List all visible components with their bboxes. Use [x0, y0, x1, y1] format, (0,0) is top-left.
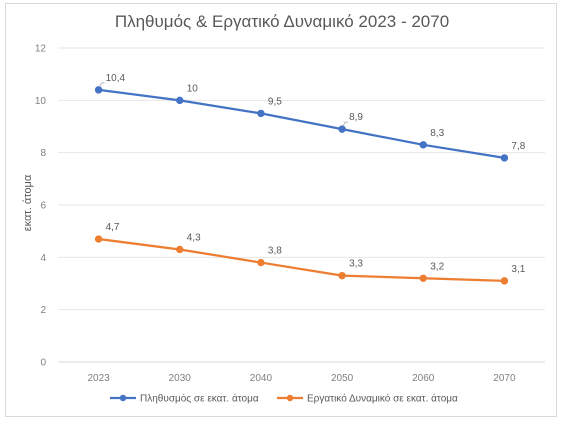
leader-line [99, 82, 105, 88]
x-tick-label: 2070 [493, 373, 516, 384]
chart-frame [5, 3, 557, 417]
y-tick-label: 4 [40, 253, 46, 264]
data-label: 3,8 [268, 246, 282, 257]
y-tick-label: 6 [40, 201, 46, 212]
x-tick-label: 2040 [250, 373, 273, 384]
x-tick-label: 2023 [87, 373, 110, 384]
data-point [94, 86, 103, 94]
data-point [176, 245, 184, 254]
legend-label: Πληθυσμός σε εκατ. άτομα [140, 393, 259, 405]
data-label: 4,3 [187, 232, 201, 243]
data-point [338, 125, 346, 133]
data-label: 7,8 [511, 141, 525, 152]
series-line [97, 88, 506, 160]
data-point [94, 235, 103, 243]
series-line [97, 237, 506, 283]
data-point [500, 154, 509, 162]
y-axis-label: εκατ. άτομα [22, 174, 34, 231]
data-point [257, 258, 265, 267]
legend-label: Εργατικό Δυναμικό σε εκατ. άτομα [307, 393, 458, 405]
data-point [419, 141, 427, 149]
data-point [419, 274, 427, 282]
y-tick-label: 2 [40, 305, 46, 316]
x-tick-label: 2060 [412, 373, 435, 384]
data-label: 8,9 [349, 112, 363, 123]
x-tick-label: 2030 [169, 373, 192, 384]
data-point [176, 96, 184, 105]
data-label: 8,3 [430, 128, 444, 139]
data-point [257, 109, 265, 118]
data-label: 3,3 [349, 259, 363, 270]
x-tick-label: 2050 [331, 373, 354, 384]
y-tick-label: 12 [35, 44, 47, 55]
data-label: 3,1 [511, 264, 525, 275]
data-label: 4,7 [106, 222, 120, 233]
data-label: 9,5 [268, 96, 282, 107]
data-label: 10,4 [106, 73, 126, 84]
data-point [338, 271, 346, 280]
y-tick-label: 8 [40, 148, 46, 159]
y-tick-label: 0 [40, 358, 46, 369]
data-point [500, 277, 509, 285]
y-tick-label: 10 [35, 96, 47, 107]
data-label: 3,2 [430, 261, 444, 272]
data-label: 10 [187, 83, 199, 94]
legend-marker [119, 394, 127, 402]
legend-marker [286, 394, 294, 402]
chart-title: Πληθυμός & Εργατικό Δυναμικό 2023 - 2070 [114, 12, 450, 31]
leader-line [342, 121, 349, 127]
